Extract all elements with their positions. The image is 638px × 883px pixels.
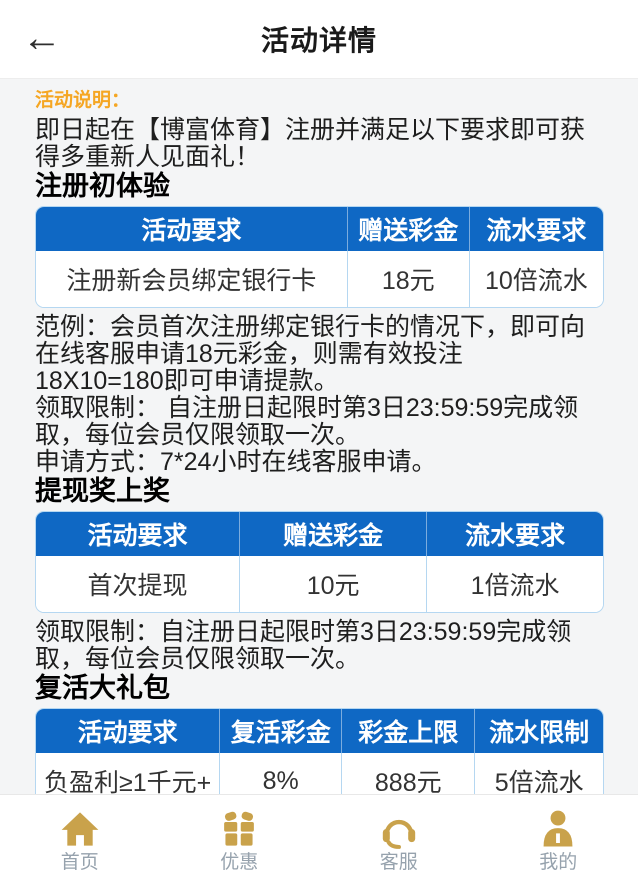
table-cell: 1倍流水 — [427, 556, 603, 612]
table-row: 负盈利≥1千元+ 8% 888元 5倍流水 — [36, 753, 603, 798]
tab-mine[interactable]: 我的 — [479, 795, 638, 883]
table-header-cell: 复活彩金 — [220, 709, 343, 753]
revive-gift-table: 活动要求 复活彩金 彩金上限 流水限制 负盈利≥1千元+ 8% 888元 5倍流… — [35, 708, 604, 798]
note-text: 申请方式：7*24小时在线客服申请。 — [35, 448, 437, 476]
table-cell: 负盈利≥1千元+ — [36, 753, 221, 798]
page-title: 活动详情 — [260, 25, 377, 56]
tab-label: 优惠 — [220, 852, 259, 873]
table-cell: 888元 — [342, 753, 476, 798]
tab-label: 客服 — [379, 852, 418, 873]
bottom-tab-bar: 首页 优惠 客服 我的 — [0, 794, 638, 883]
withdraw-bonus-table: 活动要求 赠送彩金 流水要求 首次提现 10元 1倍流水 — [35, 511, 604, 613]
table-row: 首次提现 10元 1倍流水 — [36, 556, 603, 612]
table-cell: 注册新会员绑定银行卡 — [36, 251, 348, 307]
section-heading-register: 注册初体验 — [35, 171, 170, 201]
table-cell: 10元 — [240, 556, 428, 612]
tab-service[interactable]: 客服 — [319, 795, 479, 883]
app-header: ← 活动详情 — [0, 0, 638, 79]
table-header-row: 活动要求 赠送彩金 流水要求 — [36, 512, 603, 556]
note-text: 领取限制：自注册日起限时第3日23:59:59完成领取，每位会员仅限领取一次。 — [35, 618, 572, 673]
section-heading-revive: 复活大礼包 — [35, 673, 170, 703]
table-cell: 10倍流水 — [469, 251, 603, 307]
back-arrow-icon[interactable]: ← — [22, 16, 62, 60]
table-header-cell: 彩金上限 — [342, 709, 476, 753]
home-icon — [61, 812, 99, 846]
gift-icon — [224, 811, 255, 846]
activity-note-label: 活动说明： — [35, 90, 131, 111]
headset-icon — [382, 819, 415, 849]
table-header-cell: 活动要求 — [36, 709, 221, 753]
table-header-row: 活动要求 复活彩金 彩金上限 流水限制 — [36, 709, 603, 753]
table-row: 注册新会员绑定银行卡 18元 10倍流水 — [36, 251, 603, 307]
table-cell: 18元 — [347, 251, 470, 307]
note-text: 18X10=180即可申请提款。 — [35, 367, 339, 395]
section-heading-withdraw: 提现奖上奖 — [35, 476, 170, 506]
note-text: 领取限制： 自注册日起限时第3日23:59:59完成领取，每位会员仅限领取一次。 — [35, 394, 579, 449]
table-header-cell: 流水要求 — [486, 217, 587, 245]
tab-home[interactable]: 首页 — [0, 795, 160, 883]
tab-label: 首页 — [60, 852, 99, 873]
table-header-row: 活动要求 赠送彩金 流水要求 — [36, 207, 603, 251]
table-header-cell: 赠送彩金 — [240, 512, 428, 556]
note-text: 范例：会员首次注册绑定银行卡的情况下，即可向在线客服申请18元彩金，则需有效投注 — [35, 313, 586, 368]
table-cell: 5倍流水 — [475, 753, 603, 798]
table-header-cell: 活动要求 — [36, 512, 241, 556]
register-bonus-table: 活动要求 赠送彩金 流水要求 注册新会员绑定银行卡 18元 10倍流水 — [35, 206, 604, 308]
tab-promotions[interactable]: 优惠 — [160, 795, 320, 883]
table-cell: 首次提现 — [36, 556, 241, 612]
table-header-cell: 赠送彩金 — [348, 207, 470, 251]
tab-label: 我的 — [539, 852, 578, 873]
table-header-cell: 流水限制 — [489, 719, 590, 747]
table-cell: 8% — [220, 753, 343, 798]
table-header-cell: 流水要求 — [465, 522, 566, 550]
intro-text: 即日起在【博富体育】注册并满足以下要求即可获得多重新人见面礼！ — [35, 116, 586, 171]
table-header-cell: 活动要求 — [36, 207, 348, 251]
user-icon — [543, 810, 573, 847]
activity-detail-body: 活动说明： 即日起在【博富体育】注册并满足以下要求即可获得多重新人见面礼！ 注册… — [0, 79, 638, 798]
